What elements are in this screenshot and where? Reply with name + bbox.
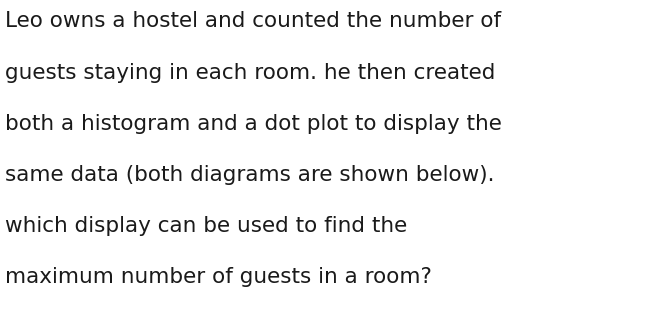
Text: maximum number of guests in a room?: maximum number of guests in a room?: [5, 267, 432, 287]
Text: which display can be used to find the: which display can be used to find the: [5, 216, 407, 236]
Text: same data (both diagrams are shown below).: same data (both diagrams are shown below…: [5, 165, 495, 185]
Text: guests staying in each room. he then created: guests staying in each room. he then cre…: [5, 63, 496, 83]
Text: both a histogram and a dot plot to display the: both a histogram and a dot plot to displ…: [5, 114, 502, 134]
Text: Leo owns a hostel and counted the number of: Leo owns a hostel and counted the number…: [5, 11, 501, 31]
